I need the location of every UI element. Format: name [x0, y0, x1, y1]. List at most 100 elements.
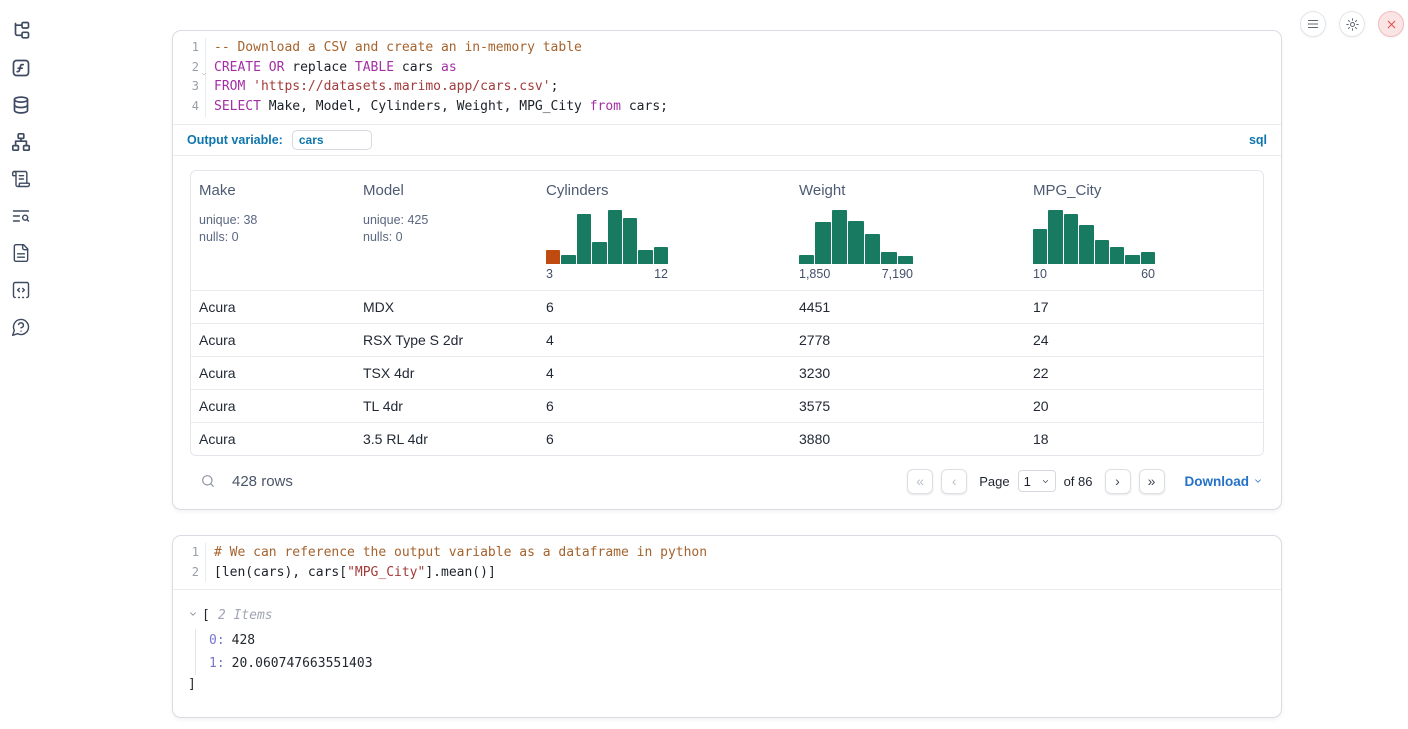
output-variable-input[interactable]	[292, 130, 372, 150]
result-table: Make unique: 38 nulls: 0 Model unique: 4…	[190, 170, 1264, 456]
weight-histogram[interactable]	[799, 210, 913, 264]
unique-stat: unique: 38	[199, 212, 347, 229]
chevron-down-icon	[1041, 477, 1050, 486]
chevron-down-icon	[1253, 476, 1263, 486]
histogram-bar	[654, 247, 668, 264]
code-text[interactable]: # We can reference the output variable a…	[206, 543, 707, 563]
help-question-icon[interactable]	[10, 316, 32, 338]
search-icon[interactable]	[200, 473, 216, 489]
topbar-controls	[1300, 11, 1404, 37]
item-value: 428	[232, 633, 255, 648]
hist-max-label: 12	[654, 267, 668, 281]
code-line: 1 # We can reference the output variable…	[173, 543, 1281, 563]
code-text[interactable]: [len(cars), cars["MPG_City"].mean()]	[206, 563, 496, 583]
last-page-button[interactable]: »	[1139, 469, 1165, 494]
column-header-make: Make unique: 38 nulls: 0	[191, 171, 355, 290]
nulls-stat: nulls: 0	[363, 229, 530, 246]
line-number: 3	[173, 77, 206, 97]
histogram-bar	[638, 250, 652, 264]
item-value: 20.060747663551403	[232, 656, 373, 671]
python-cell: 1 # We can reference the output variable…	[172, 535, 1282, 718]
histogram-bar	[1064, 214, 1078, 264]
open-bracket: [	[202, 607, 210, 625]
hist-min-label: 10	[1033, 267, 1047, 281]
histogram-bar	[865, 234, 880, 264]
code-line: 2 CREATE OR replace TABLE cars as	[173, 58, 1281, 78]
close-bracket: ]	[188, 675, 1265, 695]
histogram-bar	[577, 214, 591, 264]
histogram-bar	[592, 242, 606, 264]
histogram-bar	[608, 210, 622, 264]
scroll-script-icon[interactable]	[10, 168, 32, 190]
histogram-bar	[623, 218, 637, 264]
row-count: 428 rows	[232, 473, 293, 490]
table-row[interactable]: AcuraTL 4dr6357520	[191, 389, 1263, 422]
settings-gear-icon[interactable]	[1339, 11, 1365, 37]
line-number: 1	[173, 38, 206, 58]
table-footer: 428 rows « ‹ Page 1 of 86 › » Download	[190, 456, 1264, 509]
line-number: 1	[173, 543, 206, 563]
file-tree-icon[interactable]	[10, 20, 32, 42]
next-page-button[interactable]: ›	[1105, 469, 1131, 494]
output-variable-label: Output variable:	[187, 133, 283, 147]
previous-page-button[interactable]: ‹	[941, 469, 967, 494]
mpg-city-histogram[interactable]	[1033, 210, 1155, 264]
histogram-bar	[1079, 225, 1093, 264]
python-code-editor[interactable]: 1 # We can reference the output variable…	[173, 536, 1281, 589]
histogram-bar	[881, 252, 896, 264]
list-item: 0: 428	[209, 629, 1265, 652]
function-square-icon[interactable]	[10, 57, 32, 79]
code-line: 3 FROM 'https://datasets.marimo.app/cars…	[173, 77, 1281, 97]
page-select[interactable]: 1	[1018, 470, 1056, 492]
histogram-bar	[1110, 247, 1124, 264]
snippets-code-icon[interactable]	[10, 279, 32, 301]
collapse-chevron-icon[interactable]	[188, 607, 198, 625]
menu-icon[interactable]	[1300, 11, 1326, 37]
column-header-weight: Weight 1,850 7,190	[791, 171, 1025, 290]
first-page-button[interactable]: «	[907, 469, 933, 494]
list-items: 0: 428 1: 20.060747663551403	[195, 629, 1265, 675]
notebook-area: 1 -- Download a CSV and create an in-mem…	[172, 30, 1282, 718]
histogram-bar	[848, 221, 863, 264]
table-row[interactable]: AcuraRSX Type S 2dr4277824	[191, 323, 1263, 356]
code-line: 1 -- Download a CSV and create an in-mem…	[173, 38, 1281, 58]
database-icon[interactable]	[10, 94, 32, 116]
table-row[interactable]: AcuraMDX6445117	[191, 290, 1263, 323]
line-number: 2	[173, 563, 206, 583]
histogram-bar	[561, 255, 575, 264]
code-text[interactable]: SELECT Make, Model, Cylinders, Weight, M…	[206, 97, 668, 117]
document-icon[interactable]	[10, 242, 32, 264]
cylinders-histogram[interactable]	[546, 210, 668, 264]
code-text[interactable]: FROM 'https://datasets.marimo.app/cars.c…	[206, 77, 558, 97]
column-header-cylinders: Cylinders 3 12	[538, 171, 791, 290]
language-badge: sql	[1249, 133, 1267, 147]
text-search-icon[interactable]	[10, 205, 32, 227]
code-text[interactable]: -- Download a CSV and create an in-memor…	[206, 38, 582, 58]
histogram-bar	[1033, 229, 1047, 264]
hist-max-label: 7,190	[882, 267, 913, 281]
code-text[interactable]: CREATE OR replace TABLE cars as	[206, 58, 457, 78]
histogram-bar	[1095, 240, 1109, 264]
item-index: 1:	[209, 656, 225, 671]
code-line: 2 [len(cars), cars["MPG_City"].mean()]	[173, 563, 1281, 583]
table-row[interactable]: Acura3.5 RL 4dr6388018	[191, 422, 1263, 455]
line-number: 4	[173, 97, 206, 117]
histogram-bar	[815, 222, 830, 264]
histogram-bar	[1048, 210, 1062, 264]
dependency-graph-icon[interactable]	[10, 131, 32, 153]
code-line: 4 SELECT Make, Model, Cylinders, Weight,…	[173, 97, 1281, 117]
shutdown-close-icon[interactable]	[1378, 11, 1404, 37]
download-button[interactable]: Download	[1185, 474, 1264, 489]
column-header-model: Model unique: 425 nulls: 0	[355, 171, 538, 290]
sql-code-editor[interactable]: 1 -- Download a CSV and create an in-mem…	[173, 31, 1281, 124]
header-row: Make unique: 38 nulls: 0 Model unique: 4…	[191, 171, 1263, 290]
python-output: [ 2 Items 0:428 1:20.060747663551403 ]	[173, 589, 1281, 717]
hist-min-label: 3	[546, 267, 553, 281]
sql-cell: 1 -- Download a CSV and create an in-mem…	[172, 30, 1282, 510]
list-item: 1: 20.060747663551403	[209, 652, 1265, 675]
item-index: 0:	[209, 633, 225, 648]
histogram-bar	[546, 250, 560, 264]
table-row[interactable]: AcuraTSX 4dr4323022	[191, 356, 1263, 389]
pagination: « ‹ Page 1 of 86 › » Download	[907, 469, 1263, 494]
hist-max-label: 60	[1141, 267, 1155, 281]
